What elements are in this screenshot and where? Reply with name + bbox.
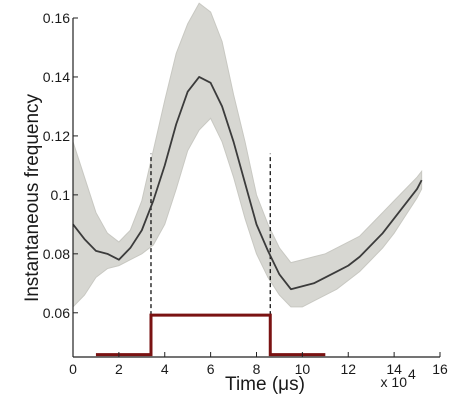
y-axis-title: Instantaneous frequency xyxy=(22,93,43,302)
y-tick-label: 0.1 xyxy=(51,187,71,203)
y-tick-label: 0.14 xyxy=(43,69,70,85)
x-tick-label: 10 xyxy=(295,361,311,377)
plot-area xyxy=(72,2,423,357)
y-tick-label: 0.08 xyxy=(43,246,70,262)
x-ticks: 0 2 4 6 8 10 12 14 16 xyxy=(69,352,448,377)
y-tick-label: 0.16 xyxy=(43,10,70,26)
x-tick-label: 14 xyxy=(386,361,402,377)
x-tick-label: 0 xyxy=(69,361,77,377)
mean-frequency-line xyxy=(72,76,423,291)
x-axis-title: Time (μs) xyxy=(225,374,305,395)
pulse-step-line xyxy=(95,313,326,357)
y-tick-label: 0.12 xyxy=(43,128,70,144)
x-scale-multiplier: x 10 xyxy=(381,374,408,390)
confidence-band xyxy=(72,2,423,309)
x-scale-exponent: 4 xyxy=(408,366,416,382)
axes xyxy=(72,18,440,358)
x-tick-label: 16 xyxy=(432,361,448,377)
x-tick-label: 8 xyxy=(253,361,261,377)
x-tick-label: 4 xyxy=(161,361,169,377)
y-ticks: 0.06 0.08 0.1 0.12 0.14 0.16 xyxy=(43,10,78,321)
y-tick-label: 0.06 xyxy=(43,305,70,321)
x-tick-label: 2 xyxy=(115,361,123,377)
x-tick-label: 12 xyxy=(340,361,356,377)
x-tick-label: 6 xyxy=(207,361,215,377)
